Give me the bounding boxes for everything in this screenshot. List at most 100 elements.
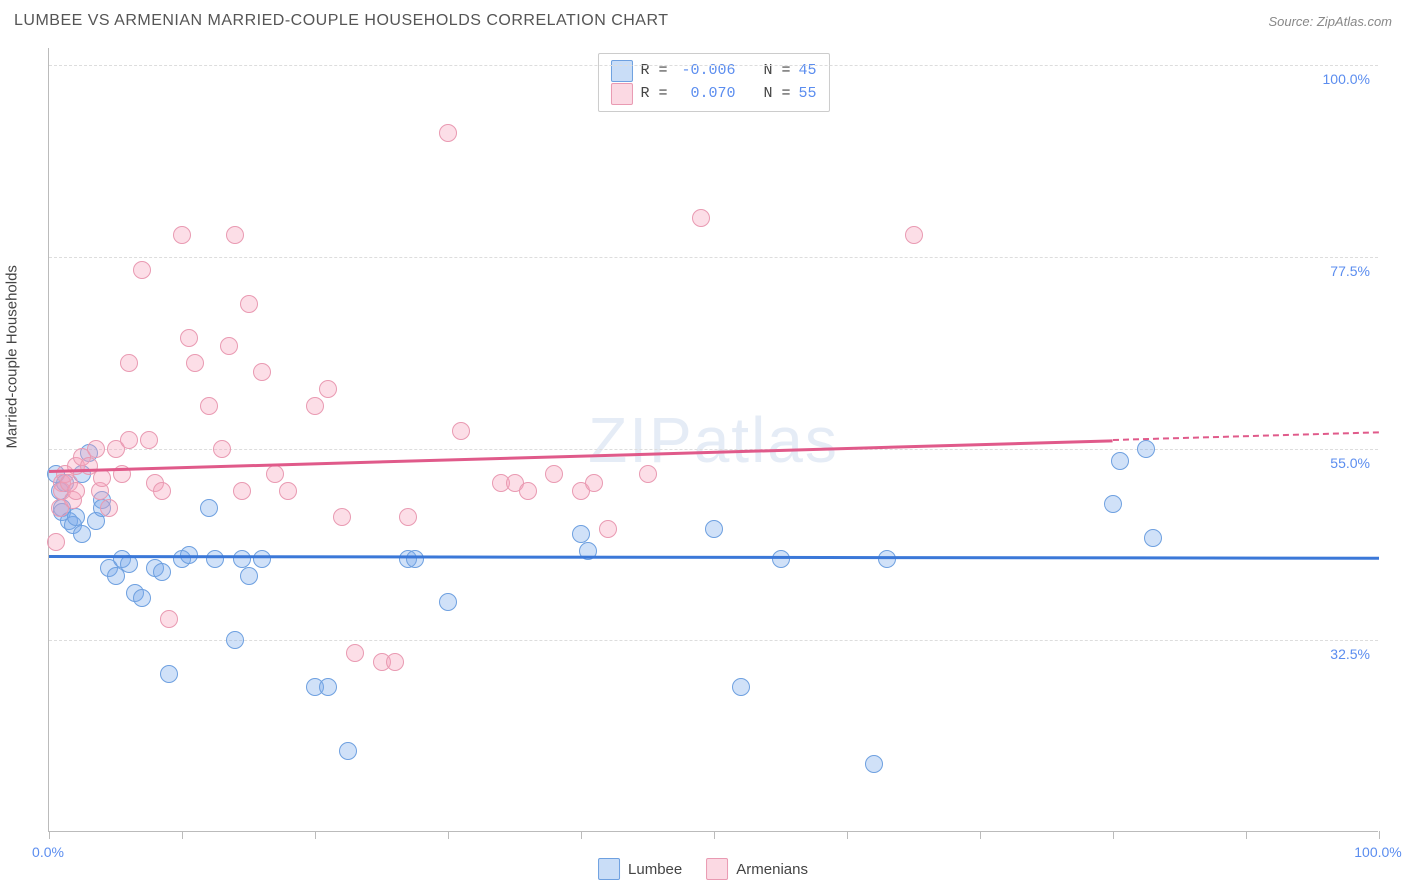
- data-point: [319, 380, 337, 398]
- data-point: [47, 533, 65, 551]
- data-point: [133, 589, 151, 607]
- legend-swatch: [598, 858, 620, 880]
- data-point: [333, 508, 351, 526]
- r-label: R =: [640, 60, 667, 83]
- data-point: [452, 422, 470, 440]
- data-point: [120, 431, 138, 449]
- data-point: [240, 567, 258, 585]
- x-tick: [980, 831, 981, 839]
- n-value: 55: [799, 83, 817, 106]
- chart-plot-area: ZIPatlas R = -0.006 N = 45 R = 0.070 N = 55 3…: [48, 48, 1378, 832]
- data-point: [206, 550, 224, 568]
- data-point: [319, 678, 337, 696]
- data-point: [240, 295, 258, 313]
- data-point: [905, 226, 923, 244]
- data-point: [153, 563, 171, 581]
- x-tick: [448, 831, 449, 839]
- data-point: [399, 508, 417, 526]
- x-tick: [1379, 831, 1380, 839]
- data-point: [173, 226, 191, 244]
- r-label: R =: [640, 83, 667, 106]
- data-point: [226, 631, 244, 649]
- data-point: [253, 363, 271, 381]
- data-point: [140, 431, 158, 449]
- x-tick: [714, 831, 715, 839]
- data-point: [200, 397, 218, 415]
- data-point: [346, 644, 364, 662]
- data-point: [233, 550, 251, 568]
- x-tick: [182, 831, 183, 839]
- data-point: [439, 593, 457, 611]
- x-tick: [1113, 831, 1114, 839]
- data-point: [160, 610, 178, 628]
- y-tick-label: 32.5%: [1330, 646, 1370, 662]
- data-point: [339, 742, 357, 760]
- x-tick: [847, 831, 848, 839]
- data-point: [705, 520, 723, 538]
- grid-line: [49, 257, 1378, 258]
- data-point: [545, 465, 563, 483]
- data-point: [279, 482, 297, 500]
- data-point: [572, 525, 590, 543]
- y-tick-label: 55.0%: [1330, 455, 1370, 471]
- watermark-prefix: ZIP: [588, 404, 694, 476]
- data-point: [67, 508, 85, 526]
- data-point: [133, 261, 151, 279]
- data-point: [160, 665, 178, 683]
- watermark: ZIPatlas: [588, 403, 839, 477]
- data-point: [865, 755, 883, 773]
- data-point: [1137, 440, 1155, 458]
- data-point: [519, 482, 537, 500]
- n-value: 45: [799, 60, 817, 83]
- r-value: -0.006: [675, 60, 735, 83]
- series-name: Armenians: [736, 861, 808, 878]
- x-tick-label: 0.0%: [32, 844, 64, 860]
- data-point: [233, 482, 251, 500]
- grid-line: [49, 65, 1378, 66]
- data-point: [180, 329, 198, 347]
- data-point: [439, 124, 457, 142]
- data-point: [153, 482, 171, 500]
- data-point: [220, 337, 238, 355]
- source-label: Source: ZipAtlas.com: [1268, 14, 1392, 29]
- data-point: [200, 499, 218, 517]
- data-point: [100, 499, 118, 517]
- data-point: [93, 469, 111, 487]
- data-point: [213, 440, 231, 458]
- legend-row: R = 0.070 N = 55: [610, 83, 816, 106]
- correlation-legend: R = -0.006 N = 45 R = 0.070 N = 55: [597, 53, 829, 112]
- y-axis-label: Married-couple Households: [4, 265, 21, 448]
- data-point: [87, 440, 105, 458]
- x-tick: [1246, 831, 1247, 839]
- series-legend: Lumbee Armenians: [598, 858, 808, 880]
- data-point: [772, 550, 790, 568]
- x-tick: [581, 831, 582, 839]
- legend-item: Armenians: [706, 858, 808, 880]
- legend-swatch: [610, 83, 632, 105]
- data-point: [226, 226, 244, 244]
- n-label: N =: [763, 60, 790, 83]
- data-point: [306, 397, 324, 415]
- data-point: [1104, 495, 1122, 513]
- n-label: N =: [763, 83, 790, 106]
- data-point: [639, 465, 657, 483]
- trend-line: [1113, 431, 1379, 441]
- watermark-suffix: atlas: [694, 404, 839, 476]
- data-point: [67, 482, 85, 500]
- chart-title: LUMBEE VS ARMENIAN MARRIED-COUPLE HOUSEH…: [14, 12, 669, 30]
- data-point: [585, 474, 603, 492]
- grid-line: [49, 640, 1378, 641]
- x-tick: [49, 831, 50, 839]
- x-tick-label: 100.0%: [1354, 844, 1401, 860]
- grid-line: [49, 449, 1378, 450]
- data-point: [692, 209, 710, 227]
- r-value: 0.070: [675, 83, 735, 106]
- data-point: [186, 354, 204, 372]
- data-point: [878, 550, 896, 568]
- data-point: [599, 520, 617, 538]
- data-point: [266, 465, 284, 483]
- trend-line: [49, 439, 1113, 472]
- series-name: Lumbee: [628, 861, 682, 878]
- legend-row: R = -0.006 N = 45: [610, 60, 816, 83]
- data-point: [253, 550, 271, 568]
